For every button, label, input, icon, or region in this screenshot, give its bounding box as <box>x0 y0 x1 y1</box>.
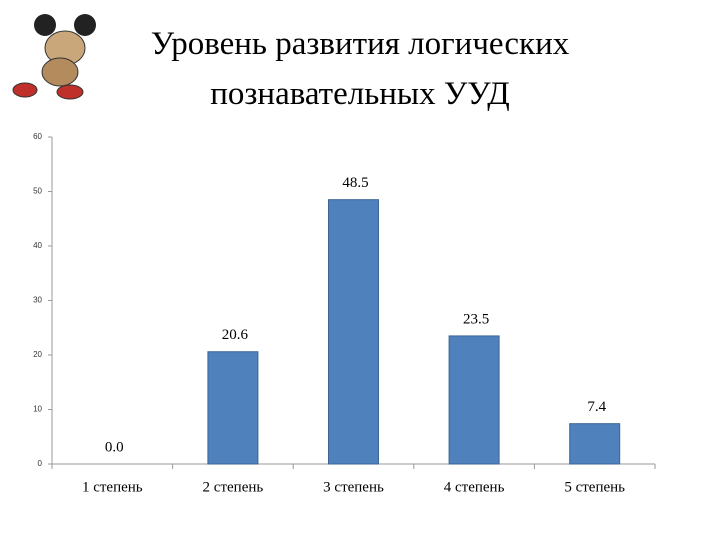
x-tick-label: 3 степень <box>323 479 384 495</box>
value-label: 7.4 <box>587 399 606 415</box>
bar <box>328 199 379 465</box>
value-label: 20.6 <box>222 327 249 343</box>
value-label: 0.0 <box>105 439 124 455</box>
y-tick-label: 60 <box>33 132 42 141</box>
y-tick-label: 10 <box>33 405 42 414</box>
y-tick-label: 0 <box>38 459 43 468</box>
x-tick-label: 1 степень <box>82 479 143 495</box>
y-tick-label: 30 <box>33 296 42 305</box>
bar <box>569 423 621 465</box>
y-tick-label: 50 <box>33 187 42 196</box>
value-label: 23.5 <box>463 311 489 327</box>
bar <box>207 351 259 465</box>
x-tick-label: 5 степень <box>564 479 625 495</box>
bar <box>448 335 500 465</box>
x-tick-label: 4 степень <box>444 479 505 495</box>
chart-title: Уровень развития логических познавательны… <box>151 26 570 112</box>
mascot-icon <box>12 14 96 100</box>
y-tick-label: 40 <box>33 241 42 250</box>
x-tick-label: 2 степень <box>203 479 264 495</box>
value-label: 48.5 <box>342 175 368 191</box>
y-tick-label: 20 <box>33 350 42 359</box>
